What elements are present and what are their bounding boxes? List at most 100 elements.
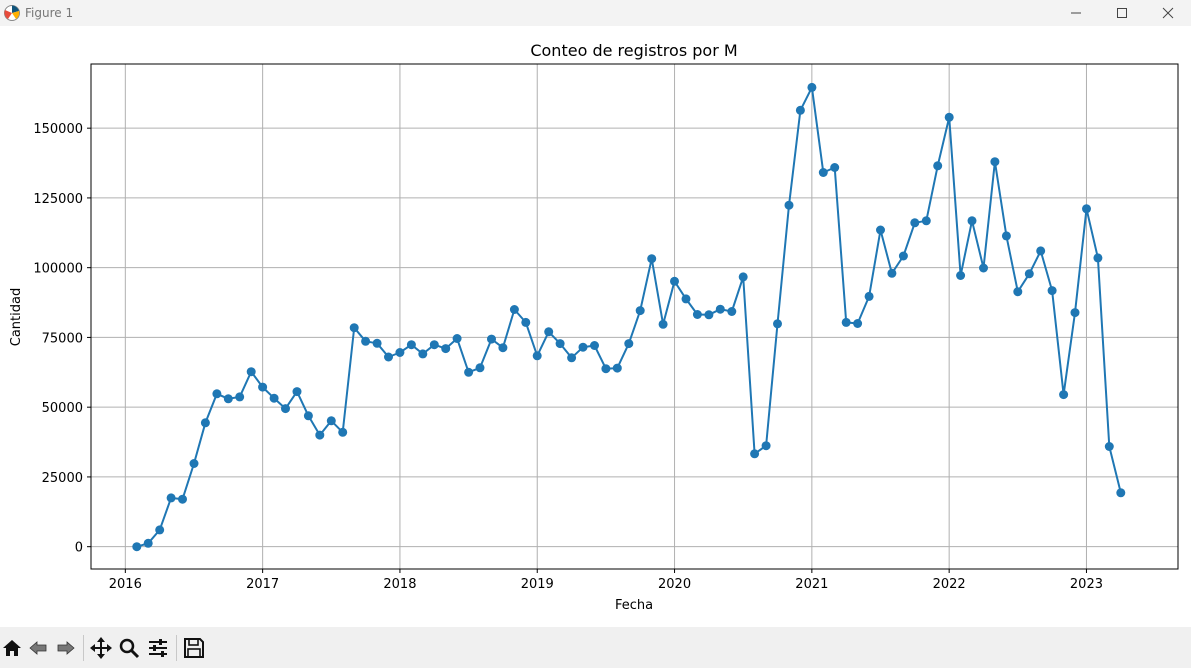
y-tick-label: 75000 bbox=[42, 331, 83, 346]
close-button[interactable] bbox=[1145, 0, 1191, 26]
y-tick-label: 150000 bbox=[33, 122, 83, 137]
data-point bbox=[464, 367, 474, 377]
data-point bbox=[395, 348, 405, 357]
home-button[interactable] bbox=[0, 632, 24, 664]
data-point bbox=[555, 339, 565, 349]
data-point bbox=[1093, 253, 1103, 263]
data-point bbox=[910, 218, 920, 228]
data-point bbox=[441, 344, 451, 354]
data-point bbox=[738, 272, 748, 282]
data-point bbox=[967, 216, 977, 226]
data-point bbox=[635, 306, 645, 316]
data-point bbox=[509, 305, 519, 314]
data-point bbox=[143, 538, 153, 548]
configure-subplots-icon bbox=[149, 638, 167, 657]
data-point bbox=[1024, 269, 1034, 279]
maximize-button[interactable] bbox=[1099, 0, 1145, 26]
data-point bbox=[704, 310, 714, 320]
data-point bbox=[361, 336, 371, 346]
data-point bbox=[727, 307, 737, 316]
data-point bbox=[178, 494, 187, 504]
data-point bbox=[944, 112, 954, 122]
data-point bbox=[303, 411, 313, 421]
save-button[interactable] bbox=[180, 632, 208, 664]
home-icon bbox=[3, 639, 21, 656]
data-point bbox=[956, 271, 966, 280]
data-point bbox=[612, 363, 622, 373]
x-tick-label: 2019 bbox=[521, 577, 554, 592]
data-point bbox=[830, 163, 840, 172]
data-point bbox=[452, 334, 462, 343]
data-point bbox=[223, 394, 233, 404]
data-point bbox=[624, 339, 634, 349]
y-tick-label: 50000 bbox=[42, 401, 83, 416]
data-point bbox=[601, 364, 611, 374]
data-point bbox=[578, 342, 588, 352]
data-point bbox=[670, 276, 679, 286]
data-point bbox=[784, 200, 794, 210]
data-point bbox=[647, 254, 657, 264]
pan-move-icon bbox=[90, 636, 112, 659]
y-tick-label: 0 bbox=[75, 541, 83, 556]
data-point bbox=[418, 349, 428, 359]
back-arrow-icon bbox=[29, 640, 47, 655]
data-point bbox=[921, 216, 931, 226]
forward-button[interactable] bbox=[52, 632, 80, 664]
back-button[interactable] bbox=[24, 632, 52, 664]
data-point bbox=[807, 82, 817, 92]
zoom-button[interactable] bbox=[115, 632, 143, 664]
minimize-button[interactable] bbox=[1053, 0, 1099, 26]
data-point bbox=[544, 327, 554, 337]
data-point bbox=[1059, 390, 1069, 400]
data-point bbox=[315, 430, 325, 440]
data-point bbox=[372, 338, 382, 348]
data-point bbox=[990, 157, 1000, 167]
data-point bbox=[795, 105, 805, 115]
data-point bbox=[292, 387, 302, 397]
data-point bbox=[1013, 287, 1023, 297]
data-point bbox=[681, 294, 691, 304]
data-point bbox=[132, 542, 142, 552]
data-point bbox=[189, 459, 199, 468]
window-title: Figure 1 bbox=[25, 6, 74, 20]
data-point bbox=[1036, 246, 1046, 256]
data-point bbox=[246, 367, 256, 377]
close-icon bbox=[1162, 7, 1174, 19]
figure-canvas[interactable]: 2016 2017 2018 2019 2020 2021 2022 2023 0 25000 50… bbox=[0, 26, 1191, 627]
minimize-icon bbox=[1071, 12, 1081, 14]
maximize-icon bbox=[1117, 8, 1127, 18]
data-point bbox=[326, 416, 336, 426]
data-point bbox=[590, 341, 599, 350]
x-tick-label: 2021 bbox=[795, 577, 828, 592]
x-tick-label: 2018 bbox=[383, 577, 416, 592]
data-point bbox=[1047, 286, 1057, 296]
data-point bbox=[349, 323, 359, 333]
y-axis-label: Cantidad bbox=[9, 288, 24, 346]
plot-area-frame bbox=[90, 63, 1179, 570]
navigation-toolbar bbox=[0, 627, 1191, 668]
pan-button[interactable] bbox=[87, 632, 115, 664]
matplotlib-figure-icon bbox=[3, 4, 21, 22]
y-tick-label: 125000 bbox=[33, 192, 83, 207]
data-point bbox=[933, 161, 943, 171]
data-point bbox=[258, 382, 268, 392]
x-tick-label: 2017 bbox=[246, 577, 279, 592]
data-point bbox=[853, 319, 863, 328]
chart-title: Conteo de registros por M bbox=[530, 41, 737, 60]
data-point bbox=[269, 393, 279, 403]
data-point bbox=[281, 404, 290, 414]
data-point bbox=[750, 449, 760, 459]
toolbar-separator bbox=[83, 634, 84, 661]
data-point bbox=[212, 389, 222, 399]
data-point bbox=[338, 427, 348, 437]
window-titlebar: Figure 1 bbox=[0, 0, 1191, 26]
data-point bbox=[567, 353, 577, 363]
data-point bbox=[429, 340, 439, 350]
data-point bbox=[692, 310, 702, 319]
data-point bbox=[406, 340, 416, 350]
subplots-button[interactable] bbox=[143, 632, 173, 664]
data-point bbox=[1104, 442, 1114, 451]
y-tick-label: 100000 bbox=[33, 262, 83, 277]
data-point bbox=[200, 418, 210, 428]
data-point bbox=[532, 351, 542, 361]
